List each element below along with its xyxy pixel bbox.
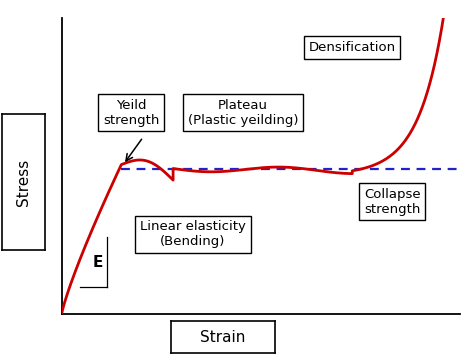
Text: Strain: Strain	[200, 330, 246, 345]
Text: Linear elasticity
(Bending): Linear elasticity (Bending)	[140, 220, 246, 248]
Text: Densification: Densification	[309, 41, 396, 54]
Text: Plateau
(Plastic yeilding): Plateau (Plastic yeilding)	[188, 99, 298, 127]
Text: E: E	[92, 255, 103, 270]
Text: Yeild
strength: Yeild strength	[103, 99, 159, 127]
Text: Stress: Stress	[16, 159, 31, 206]
Text: Collapse
strength: Collapse strength	[364, 187, 420, 216]
